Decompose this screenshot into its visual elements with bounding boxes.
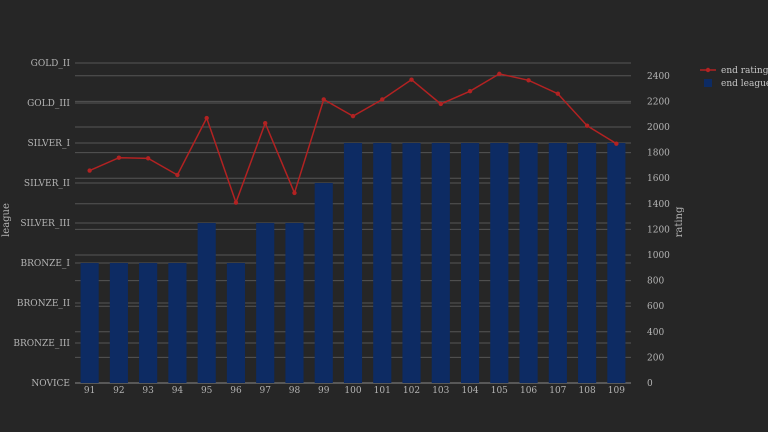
x-tick-label: 101 bbox=[374, 386, 391, 396]
y-right-tick-label: 2000 bbox=[647, 123, 670, 133]
rating-point bbox=[87, 168, 92, 173]
rating-point bbox=[116, 155, 122, 160]
y-left-tick-label: SILVER_III bbox=[20, 219, 70, 229]
y-left-axis-title: league bbox=[1, 203, 12, 237]
legend-label-league: end league bbox=[721, 79, 768, 89]
y-right-tick-label: 1800 bbox=[647, 149, 670, 159]
x-tick-label: 108 bbox=[579, 386, 596, 396]
x-tick-label: 92 bbox=[113, 386, 124, 396]
rating-point bbox=[292, 190, 297, 196]
legend-bar-swatch bbox=[704, 79, 712, 87]
rating-point bbox=[526, 78, 531, 83]
bar bbox=[343, 143, 363, 383]
bar bbox=[490, 143, 509, 383]
y-right-tick-label: 2200 bbox=[647, 97, 670, 107]
x-tick-label: 91 bbox=[84, 386, 95, 396]
rating-point bbox=[614, 141, 619, 146]
y-left-tick-label: SILVER_I bbox=[27, 139, 70, 149]
bar bbox=[168, 263, 187, 383]
y-right-tick-label: 600 bbox=[647, 302, 664, 312]
rating-point bbox=[204, 115, 209, 121]
y-right-axis-title: rating bbox=[674, 206, 685, 237]
y-left-tick-label: GOLD_III bbox=[27, 99, 70, 109]
x-tick-label: 106 bbox=[520, 386, 537, 396]
bar bbox=[314, 183, 333, 383]
bar bbox=[460, 143, 480, 383]
rating-point bbox=[321, 97, 326, 102]
rating-point bbox=[145, 156, 151, 161]
y-left-tick-label: NOVICE bbox=[31, 379, 70, 389]
legend: end rating end league bbox=[700, 66, 768, 89]
x-tick-label: 100 bbox=[344, 386, 361, 396]
y-left-tick-label: BRONZE_III bbox=[13, 339, 70, 349]
rating-point bbox=[584, 123, 590, 128]
x-tick-label: 94 bbox=[172, 386, 184, 396]
rating-point bbox=[263, 120, 268, 126]
y-right-tick-label: 1600 bbox=[647, 174, 670, 184]
y-right-tick-label: 0 bbox=[647, 379, 653, 389]
rating-point bbox=[350, 113, 356, 119]
bar bbox=[139, 263, 158, 383]
rating-point bbox=[409, 77, 414, 82]
bars-layer bbox=[80, 143, 626, 383]
bar bbox=[197, 223, 216, 383]
x-tick-label: 109 bbox=[608, 386, 625, 396]
x-tick-label: 103 bbox=[432, 386, 449, 396]
x-tick-label: 95 bbox=[201, 386, 213, 396]
x-tick-label: 104 bbox=[461, 386, 478, 396]
y-right-tick-label: 400 bbox=[647, 328, 664, 338]
bar bbox=[80, 263, 99, 383]
y-right-tick-label: 1200 bbox=[647, 225, 670, 235]
bar bbox=[373, 143, 392, 383]
y-left-tick-label: BRONZE_I bbox=[20, 259, 70, 269]
x-tick-label: 93 bbox=[142, 386, 154, 396]
y-left-tick-label: GOLD_II bbox=[31, 59, 71, 69]
rating-point bbox=[233, 200, 239, 205]
x-tick-label: 99 bbox=[318, 386, 330, 396]
bar bbox=[109, 263, 128, 383]
bar bbox=[578, 143, 597, 383]
x-tick-label: 105 bbox=[491, 386, 508, 396]
y-left-tick-label: BRONZE_II bbox=[17, 299, 71, 309]
bar bbox=[226, 263, 246, 383]
line-layer bbox=[87, 71, 619, 205]
legend-line-marker bbox=[705, 67, 711, 73]
rating-point bbox=[467, 88, 473, 94]
bar bbox=[256, 223, 275, 383]
x-tick-label: 107 bbox=[549, 386, 566, 396]
bar bbox=[285, 223, 304, 383]
bar bbox=[402, 143, 421, 383]
rating-point bbox=[438, 101, 443, 107]
bar bbox=[607, 143, 626, 383]
rating-point bbox=[497, 71, 502, 77]
rating-point bbox=[380, 97, 385, 102]
bar bbox=[431, 143, 450, 383]
rating-point bbox=[175, 172, 180, 178]
y-right-tick-label: 2400 bbox=[647, 72, 670, 82]
y-right-tick-label: 800 bbox=[647, 277, 664, 287]
x-tick-label: 102 bbox=[403, 386, 420, 396]
bar bbox=[519, 143, 538, 383]
x-tick-label: 96 bbox=[230, 386, 242, 396]
x-tick-label: 98 bbox=[289, 386, 301, 396]
bar bbox=[548, 143, 567, 383]
rating-point bbox=[555, 91, 561, 96]
axis-layer: NOVICE BRONZE_III BRONZE_II BRONZE_I SILVER_… bbox=[1, 59, 685, 396]
y-right-tick-label: 1400 bbox=[647, 200, 670, 210]
y-right-tick-label: 1000 bbox=[647, 251, 670, 261]
y-left-tick-label: SILVER_II bbox=[24, 179, 71, 189]
x-tick-label: 97 bbox=[259, 386, 271, 396]
legend-label-rating: end rating bbox=[721, 66, 768, 76]
y-right-tick-label: 200 bbox=[647, 353, 664, 363]
